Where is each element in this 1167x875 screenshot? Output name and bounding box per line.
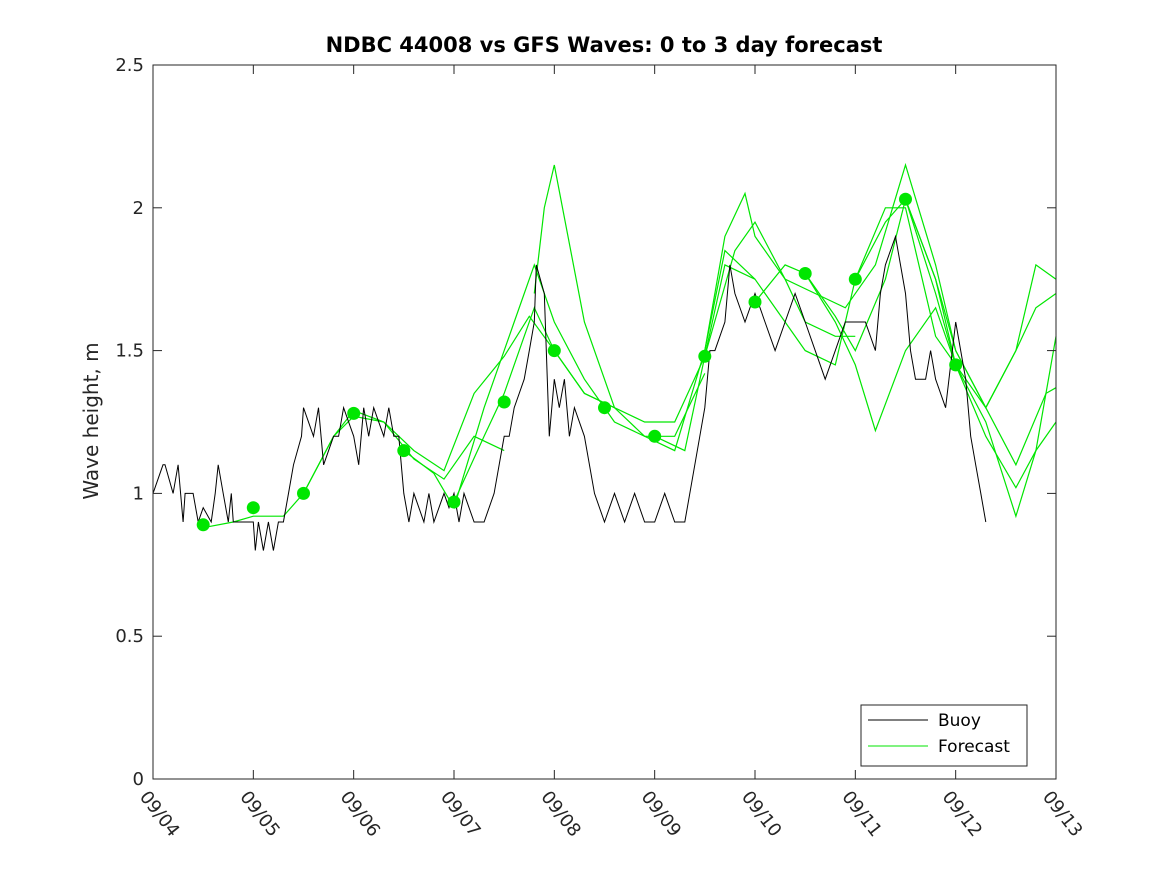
x-tick-label-3: 09/07 <box>436 787 484 841</box>
y-tick-label-4: 2 <box>133 198 144 219</box>
forecast-marker-10 <box>698 349 712 363</box>
forecast-marker-5 <box>447 495 461 509</box>
forecast-marker-4 <box>397 444 411 458</box>
y-tick-label-3: 1.5 <box>115 341 144 362</box>
forecast-marker-2 <box>297 486 310 500</box>
x-tick-label-4: 09/08 <box>536 787 584 841</box>
forecast-marker-9 <box>648 429 662 443</box>
buoy-line <box>152 234 987 551</box>
forecast-line-8 <box>754 197 1057 467</box>
y-tick-label-0: 0 <box>133 769 144 790</box>
x-tick-label-8: 09/12 <box>938 787 986 841</box>
forecast-marker-3 <box>347 406 361 420</box>
y-tick-label-1: 0.5 <box>115 626 144 647</box>
forecast-line-6 <box>654 207 957 452</box>
forecast-line-2 <box>302 315 615 494</box>
y-tick-label-2: 1 <box>133 483 144 504</box>
forecast-marker-11 <box>748 295 762 309</box>
forecast-marker-0 <box>196 518 210 532</box>
legend-buoy-label: Buoy <box>938 711 981 731</box>
chart-title: NDBC 44008 vs GFS Waves: 0 to 3 day fore… <box>326 33 883 57</box>
x-tick-label-0: 09/04 <box>135 787 183 841</box>
legend-box <box>860 704 1028 767</box>
x-tick-label-1: 09/05 <box>235 787 283 841</box>
forecast-marker-12 <box>798 267 812 280</box>
forecast-marker-6 <box>497 395 511 409</box>
series-layer <box>152 162 1057 551</box>
legend-forecast-label: Forecast <box>938 737 1010 757</box>
forecast-line-11 <box>904 198 1057 409</box>
y-tick-label-5: 2.5 <box>115 55 144 76</box>
forecast-marker-7 <box>547 344 561 358</box>
plot-frame <box>152 64 1057 780</box>
forecast-marker-15 <box>949 358 963 372</box>
forecast-line-1 <box>203 415 505 529</box>
y-axis-label: Wave height, m <box>79 342 103 499</box>
forecast-marker-13 <box>848 272 862 286</box>
forecast-line-5 <box>533 164 856 423</box>
forecast-marker-8 <box>598 401 611 415</box>
x-tick-label-6: 09/10 <box>737 787 785 841</box>
forecast-line-9 <box>804 273 1057 489</box>
x-tick-label-5: 09/09 <box>637 787 685 841</box>
x-tick-label-7: 09/11 <box>837 787 885 841</box>
forecast-line-7 <box>704 162 1057 409</box>
forecast-marker-1 <box>246 501 260 515</box>
x-tick-label-9: 09/13 <box>1038 787 1086 841</box>
x-tick-label-2: 09/06 <box>336 787 384 841</box>
forecast-marker-14 <box>899 192 912 206</box>
legend: Buoy Forecast <box>860 704 1028 767</box>
